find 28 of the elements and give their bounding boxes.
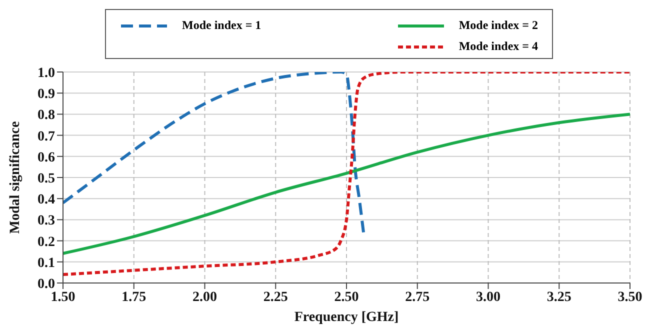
legend-label: Mode index = 2: [458, 18, 538, 33]
y-tick-label: 0.1: [38, 256, 55, 271]
y-tick-label: 0.6: [38, 150, 55, 166]
x-tick-label: 2.25: [263, 290, 288, 305]
y-tick-label: 0.8: [38, 108, 55, 124]
line-series: [63, 112, 630, 255]
x-tick-label: 1.50: [50, 290, 76, 305]
x-axis-title: Frequency [GHz]: [294, 310, 399, 325]
y-tick-label: 0.5: [38, 171, 55, 186]
legend-label: Mode index = 4: [458, 39, 538, 54]
y-tick-label: 0.4: [38, 192, 55, 208]
y-tick-label: 0.2: [38, 234, 55, 250]
x-tick-label: 3.00: [476, 290, 500, 305]
y-tick-label: 0.0: [38, 276, 55, 292]
line-series: [63, 72, 630, 276]
y-tick-label: 0.3: [38, 214, 55, 229]
legend-label: Mode index = 1: [182, 18, 262, 33]
y-tick-label: 1.0: [38, 66, 55, 81]
line-series: [63, 72, 366, 234]
x-tick-label: 2.50: [334, 290, 359, 305]
x-tick-label: 2.00: [192, 290, 217, 305]
y-tick-label: 0.7: [38, 129, 55, 144]
y-tick-label: 0.9: [38, 87, 55, 102]
x-tick-label: 2.75: [405, 290, 430, 305]
y-axis-title: Modal significance: [8, 121, 23, 234]
x-tick-label: 3.50: [618, 290, 642, 305]
x-tick-label: 1.75: [122, 290, 146, 305]
x-tick-label: 3.25: [546, 290, 572, 305]
